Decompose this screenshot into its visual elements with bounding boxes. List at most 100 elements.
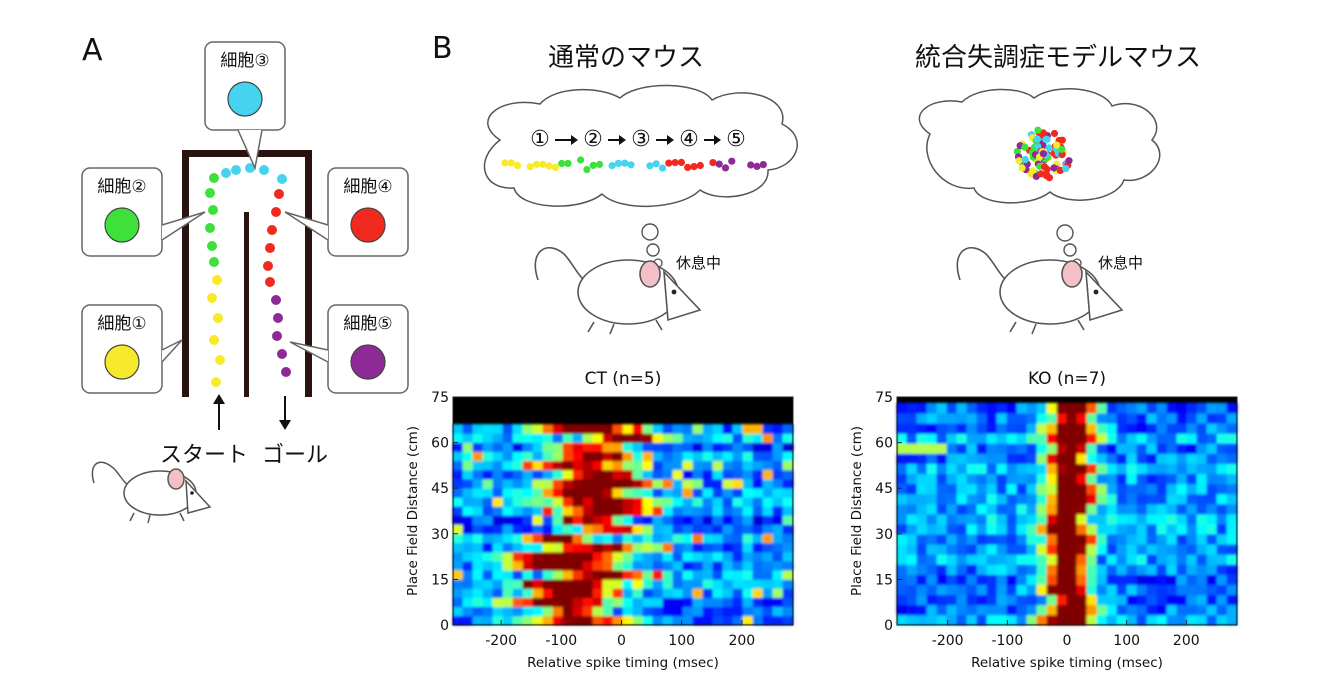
- heatmap-cell: [682, 524, 694, 535]
- heatmap-cell: [1036, 443, 1048, 454]
- heatmap-cell: [966, 584, 978, 596]
- heatmap-cell: [916, 412, 928, 424]
- heatmap-cell: [1106, 412, 1118, 424]
- cluster-dot: [1042, 135, 1050, 144]
- heatmap-cell: [752, 542, 764, 553]
- heatmap-cell: [532, 515, 544, 525]
- heatmap-cell: [642, 442, 654, 452]
- heatmap-cell: [642, 615, 654, 626]
- heatmap-cell: [1156, 594, 1168, 606]
- heatmap-cell: [572, 615, 584, 626]
- heatmap-cell: [996, 443, 1008, 454]
- heatmap-cell: [612, 442, 624, 452]
- heatmap-cell: [976, 493, 988, 505]
- heatmap-cell: [1206, 554, 1218, 565]
- heatmap-cell: [552, 579, 564, 589]
- heatmap-cell: [1226, 584, 1238, 596]
- heatmap-cell: [1066, 584, 1078, 596]
- y-tick-label: 60: [875, 436, 893, 452]
- heatmap-cell: [542, 442, 554, 452]
- heatmap-cell: [612, 451, 624, 462]
- heatmap-cell: [522, 487, 534, 498]
- heatmap-cell: [1166, 604, 1178, 616]
- heatmap-cell: [682, 570, 694, 580]
- heatmap-cell: [1176, 533, 1188, 545]
- heatmap-cell: [1036, 473, 1048, 485]
- heatmap-cell: [1046, 483, 1058, 495]
- heatmap-cell: [592, 515, 604, 525]
- heatmap-cell: [1056, 493, 1068, 505]
- heatmap-cell: [986, 594, 998, 606]
- heatmap-cell: [926, 523, 938, 535]
- heatmap-cell: [1216, 584, 1228, 596]
- heatmap-cell: [1216, 503, 1228, 515]
- heatmap-cell: [502, 588, 514, 598]
- heatmap-cell: [522, 533, 534, 544]
- heatmap-cell: [552, 606, 564, 617]
- heatmap-cell: [582, 597, 594, 607]
- heatmap-cell: [752, 442, 764, 452]
- heatmap-cell: [632, 433, 644, 443]
- heatmap-cell: [916, 533, 928, 545]
- heatmap-cell: [956, 584, 968, 596]
- cluster-dot: [1058, 151, 1066, 159]
- heatmap-cell: [1206, 412, 1218, 424]
- heatmap-cell: [512, 487, 524, 498]
- heatmap-cell: [936, 513, 948, 525]
- heatmap-cell: [542, 597, 554, 607]
- heatmap-cell: [1106, 503, 1118, 515]
- heatmap-cell: [1106, 493, 1118, 505]
- heatmap-cell: [482, 478, 494, 489]
- heatmap-cell: [1036, 433, 1048, 444]
- heatmap-cell: [1196, 463, 1208, 474]
- heatmap-cell: [1196, 584, 1208, 596]
- heatmap-cell: [1086, 453, 1098, 464]
- heatmap-cell: [1166, 433, 1178, 444]
- heatmap-cell: [572, 478, 584, 489]
- heatmap-cell: [1206, 604, 1218, 616]
- heatmap-cell: [552, 570, 564, 580]
- cell-color-swatch: [104, 207, 140, 243]
- heatmap-cell: [1206, 594, 1218, 606]
- heatmap-cell: [1116, 483, 1128, 495]
- heatmap-cell: [1166, 584, 1178, 596]
- heatmap-cell: [1076, 402, 1088, 414]
- heatmap-cell: [1026, 402, 1038, 414]
- goal-label: ゴール: [262, 443, 328, 468]
- x-tick-label: -200: [485, 633, 517, 649]
- heatmap-cell: [1206, 493, 1218, 505]
- heatmap-cell: [1096, 554, 1108, 565]
- heatmap-cell: [956, 463, 968, 474]
- heatmap-cell: [1096, 533, 1108, 545]
- heatmap-cell: [732, 551, 744, 562]
- heatmap-cell: [986, 604, 998, 616]
- heatmap-cell: [1136, 614, 1148, 626]
- heatmap-cell: [966, 483, 978, 495]
- heatmap-cell: [752, 570, 764, 580]
- heatmap-cell: [742, 615, 754, 626]
- heatmap-cell: [1226, 463, 1238, 474]
- heatmap-cell: [772, 497, 784, 507]
- heatmap-cell: [1146, 544, 1158, 555]
- heatmap-cell: [702, 478, 714, 489]
- heatmap-cell: [986, 544, 998, 555]
- heatmap-cell: [512, 506, 524, 516]
- heatmap-cell: [1076, 554, 1088, 565]
- heatmap-cell: [1026, 433, 1038, 444]
- heatmap-cell: [762, 533, 774, 544]
- heatmap-cell: [1206, 503, 1218, 515]
- maze-dot: [271, 295, 281, 305]
- heatmap-cell: [642, 487, 654, 498]
- heatmap-cell: [966, 493, 978, 505]
- heatmap-cell: [752, 451, 764, 462]
- heatmap-cell: [1226, 594, 1238, 606]
- heatmap-cell: [512, 560, 524, 571]
- heatmap-cell: [602, 615, 614, 626]
- heatmap-cell: [782, 551, 794, 562]
- maze-dot: [215, 355, 225, 365]
- heatmap-cell: [642, 533, 654, 544]
- heatmap-cell: [672, 478, 684, 489]
- heatmap-cell: [672, 451, 684, 462]
- heatmap-cell: [752, 533, 764, 544]
